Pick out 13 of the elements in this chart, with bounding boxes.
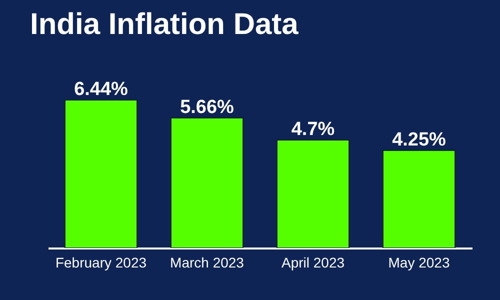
bar (170, 117, 244, 248)
bar (382, 150, 456, 248)
data-label: 4.25% (392, 129, 446, 150)
bar (64, 100, 138, 248)
chart-title: India Inflation Data (30, 8, 299, 41)
data-label: 4.7% (291, 118, 335, 140)
x-tick-label: March 2023 (170, 254, 244, 270)
bar (276, 139, 350, 248)
data-label: 6.44% (74, 79, 128, 100)
x-tick-label: April 2023 (281, 254, 345, 270)
data-label: 5.66% (180, 96, 234, 118)
x-tick-label: February 2023 (55, 254, 147, 270)
x-tick-label: May 2023 (388, 254, 450, 270)
